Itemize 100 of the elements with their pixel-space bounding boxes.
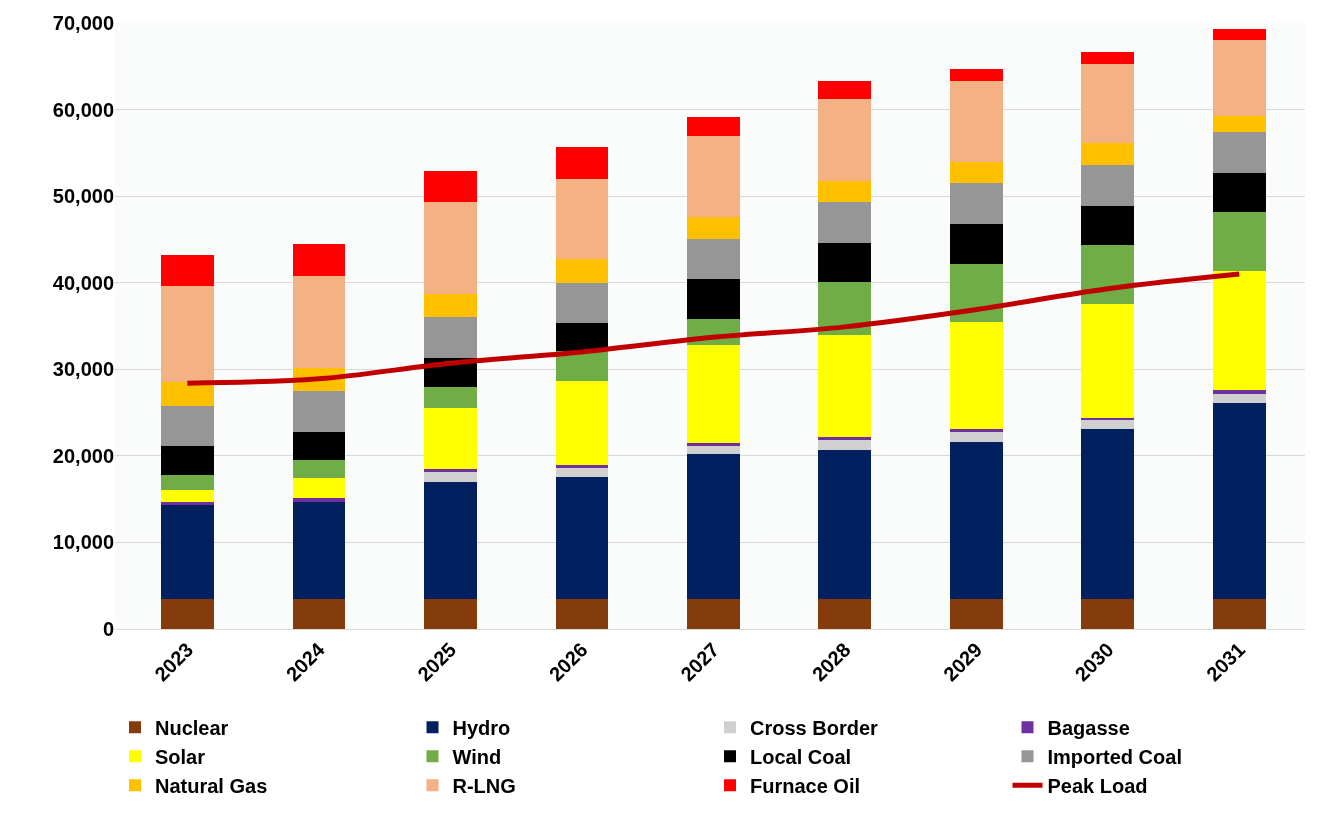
bar: [424, 317, 477, 359]
bar: [292, 275, 346, 368]
legend-label: Local Coal: [750, 746, 852, 769]
bar: [555, 178, 609, 260]
bar: [949, 81, 1003, 162]
bar: [686, 454, 740, 599]
bar: [949, 183, 1003, 224]
y-tick-label: 60,000: [52, 98, 114, 121]
bar: [818, 81, 872, 100]
bar: [161, 505, 214, 599]
bar: [1081, 598, 1135, 629]
bar: [161, 490, 214, 502]
bar: [686, 216, 740, 239]
bar: [1212, 271, 1266, 391]
legend-label: Cross Border: [750, 717, 879, 740]
bar: [1212, 40, 1266, 116]
bar: [1081, 63, 1135, 144]
bar: [424, 202, 477, 294]
bar: [1212, 390, 1266, 394]
bar: [949, 598, 1003, 629]
bar: [686, 116, 740, 136]
bar: [949, 442, 1003, 599]
bar: [292, 390, 346, 432]
bar: [424, 171, 477, 203]
bar: [686, 238, 740, 280]
bar: [424, 408, 477, 469]
bar: [161, 446, 214, 475]
bar: [161, 255, 214, 287]
bar: [818, 440, 872, 450]
bar: [818, 242, 872, 282]
bar: [555, 476, 609, 599]
legend-label: Bagasse: [1047, 717, 1130, 740]
bar: [1081, 143, 1135, 165]
bar: [555, 146, 609, 179]
bar: [818, 99, 872, 181]
bar: [292, 460, 346, 478]
bar: [818, 202, 872, 243]
bar: [424, 293, 477, 318]
bar: [1081, 52, 1135, 64]
bar: [1212, 132, 1266, 173]
y-tick-label: 30,000: [52, 358, 114, 381]
bar: [292, 501, 346, 599]
bar: [1212, 211, 1266, 272]
bar: [686, 279, 740, 320]
legend-label: Hydro: [452, 717, 511, 740]
bar: [1212, 393, 1266, 404]
bar: [1081, 420, 1135, 430]
bar: [1081, 205, 1135, 246]
bar: [949, 68, 1003, 81]
bar: [424, 598, 477, 629]
bar: [949, 432, 1003, 443]
bar: [1212, 598, 1266, 629]
bar: [949, 161, 1003, 184]
y-tick-label: 10,000: [52, 531, 114, 554]
bar: [1081, 304, 1135, 418]
bar: [555, 380, 609, 465]
bar: [292, 431, 346, 461]
bar: [818, 449, 872, 599]
bar: [161, 405, 214, 447]
bar: [292, 243, 346, 276]
bar: [818, 180, 872, 203]
bar: [949, 223, 1003, 264]
bar: [818, 598, 872, 629]
bar: [1212, 29, 1266, 41]
bar: [1212, 115, 1266, 133]
bar: [1081, 429, 1135, 599]
bar: [292, 498, 346, 502]
y-tick-label: 70,000: [52, 12, 114, 34]
bar: [949, 321, 1003, 430]
bar: [1081, 245, 1135, 305]
y-tick-label: 40,000: [52, 271, 114, 294]
bar: [424, 386, 477, 409]
bar: [818, 334, 872, 437]
bar: [555, 467, 609, 477]
bar: [686, 345, 740, 443]
bar: [161, 286, 214, 383]
legend-label: Natural Gas: [155, 775, 268, 798]
legend-label: Peak Load: [1047, 775, 1148, 798]
bar: [161, 598, 214, 629]
y-tick-label: 50,000: [52, 185, 114, 208]
bar: [292, 477, 346, 499]
bar: [949, 263, 1003, 322]
legend-label: Solar: [155, 746, 206, 769]
bar: [555, 323, 609, 352]
bar: [161, 382, 214, 406]
bar: [555, 598, 609, 629]
legend-label: R-LNG: [452, 775, 516, 798]
legend-label: Imported Coal: [1047, 746, 1182, 769]
bar: [1081, 164, 1135, 206]
legend-label: Nuclear: [155, 717, 229, 740]
bar: [161, 474, 214, 491]
bar: [424, 472, 477, 482]
legend-label: Wind: [452, 746, 502, 769]
bar: [686, 446, 740, 455]
y-tick-label: 0: [102, 618, 114, 640]
bar: [686, 135, 740, 217]
bar: [686, 598, 740, 629]
bar: [555, 259, 609, 283]
bar: [1212, 172, 1266, 212]
bar: [1212, 403, 1266, 599]
